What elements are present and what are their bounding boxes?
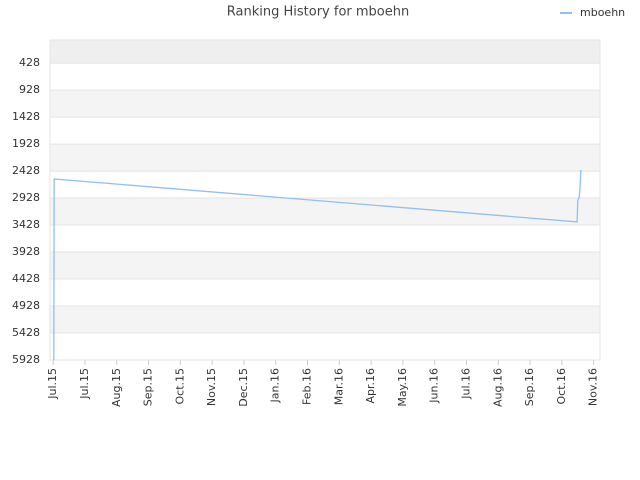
y-tick-label: 2928 [12,191,40,204]
band [50,198,600,226]
x-tick-label: Jun.16 [428,368,441,404]
x-tick-label: Aug.16 [491,368,504,407]
x-tick-label: Dec.15 [237,368,250,407]
y-tick-label: 3928 [12,245,40,258]
x-tick-label: Apr.16 [364,368,377,404]
x-tick-label: May.16 [396,368,409,407]
series-line [53,169,582,361]
y-tick-label: 1428 [12,110,40,123]
band [50,252,600,280]
band [50,40,600,64]
band [50,90,600,118]
x-tick-label: Oct.16 [555,368,568,405]
band [50,306,600,334]
y-tick-label: 428 [19,56,40,69]
y-tick-label: 928 [19,83,40,96]
x-tick-label: Sep.16 [523,368,536,406]
y-tick-label: 5928 [12,353,40,366]
x-tick-label: Oct.15 [173,368,186,405]
x-tick-label: Jul.16 [459,368,472,400]
x-tick-label: Mar.16 [332,368,345,405]
x-tick-label: Nov.16 [587,368,600,406]
y-tick-label: 2428 [12,164,40,177]
y-tick-label: 3428 [12,218,40,231]
y-tick-label: 5428 [12,326,40,339]
y-tick-label: 4928 [12,299,40,312]
x-tick-label: Aug.15 [110,368,123,407]
band [50,144,600,172]
x-tick-label: Jul.15 [46,368,59,400]
x-tick-label: Jan.16 [269,368,282,403]
chart-title: Ranking History for mboehn [227,5,409,20]
y-tick-label: 4428 [12,272,40,285]
legend-label: mboehn [580,6,625,19]
y-tick-label: 1928 [12,137,40,150]
x-tick-label: Sep.15 [142,368,155,406]
x-tick-label: Jul.15 [78,368,91,400]
x-tick-label: Feb.16 [301,368,314,405]
x-tick-label: Nov.15 [205,368,218,406]
